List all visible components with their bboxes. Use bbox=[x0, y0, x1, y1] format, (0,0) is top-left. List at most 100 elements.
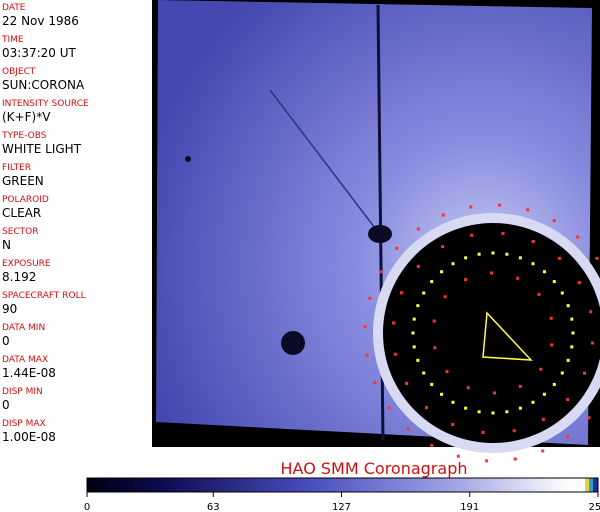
overlay-dot bbox=[501, 231, 505, 235]
overlay-dot bbox=[405, 381, 409, 385]
overlay-dot bbox=[491, 411, 495, 415]
overlay-dot bbox=[430, 443, 434, 447]
overlay-dot bbox=[571, 331, 575, 335]
colorbar-frame bbox=[86, 477, 599, 493]
info-field: TYPE-OBS WHITE LIGHT bbox=[2, 131, 81, 156]
info-field: SPACECRAFT ROLL 90 bbox=[2, 291, 86, 316]
overlay-dot bbox=[541, 449, 545, 453]
colorbar-tick-label: 255 bbox=[588, 502, 600, 512]
field-value: (K+F)*V bbox=[2, 110, 51, 124]
overlay-dot bbox=[424, 406, 428, 410]
overlay-dot bbox=[552, 382, 556, 386]
overlay-dot bbox=[550, 343, 554, 347]
colorbar-tick-label: 127 bbox=[332, 502, 351, 512]
overlay-dot bbox=[451, 400, 455, 404]
field-label: FILTER bbox=[2, 163, 32, 173]
overlay-dots bbox=[363, 203, 599, 463]
overlay-dot bbox=[416, 304, 420, 308]
field-label: TIME bbox=[2, 35, 24, 45]
overlay-dot bbox=[512, 429, 516, 433]
overlay-dot bbox=[542, 270, 546, 274]
colorbar-tick-label: 191 bbox=[460, 502, 479, 512]
field-label: SECTOR bbox=[2, 227, 39, 237]
overlay-dot bbox=[406, 427, 410, 431]
overlay-dot bbox=[513, 457, 517, 461]
overlay-dot bbox=[505, 410, 509, 414]
overlay-dot bbox=[430, 382, 434, 386]
overlay-dot bbox=[576, 235, 580, 239]
overlay-dot bbox=[531, 400, 535, 404]
overlay-dot bbox=[497, 203, 501, 207]
field-label: OBJECT bbox=[2, 67, 36, 77]
overlay-dot bbox=[566, 435, 570, 439]
spot bbox=[368, 225, 392, 243]
spot bbox=[185, 156, 191, 162]
overlay-dot bbox=[365, 353, 369, 357]
spot bbox=[281, 331, 305, 355]
overlay-dot bbox=[560, 291, 564, 295]
overlay-dot bbox=[422, 371, 426, 375]
overlay-dot bbox=[430, 280, 434, 284]
info-field: DATE 22 Nov 1986 bbox=[2, 3, 79, 28]
field-value: 0 bbox=[2, 398, 10, 412]
overlay-dot bbox=[445, 370, 449, 374]
colorbar-end bbox=[589, 478, 593, 492]
overlay-dot bbox=[491, 251, 495, 255]
field-value: 1.00E-08 bbox=[2, 430, 56, 444]
overlay-dot bbox=[412, 345, 416, 349]
overlay-dot bbox=[490, 271, 494, 275]
overlay-dot bbox=[566, 358, 570, 362]
field-value: 8.192 bbox=[2, 270, 37, 284]
overlay-dot bbox=[416, 264, 420, 268]
colorbar bbox=[87, 478, 585, 492]
info-field: DATA MAX 1.44E-08 bbox=[2, 355, 56, 380]
field-value: 0 bbox=[2, 334, 10, 348]
overlay-dot bbox=[566, 398, 570, 402]
overlay-dot bbox=[570, 317, 574, 321]
overlay-dot bbox=[537, 292, 541, 296]
overlay-dot bbox=[481, 431, 485, 435]
overlay-dot bbox=[391, 321, 395, 325]
field-value: WHITE LIGHT bbox=[2, 142, 82, 156]
info-field: POLAROID CLEAR bbox=[2, 195, 49, 220]
overlay-dot bbox=[595, 256, 599, 260]
overlay-dot bbox=[558, 256, 562, 260]
overlay-dot bbox=[587, 416, 591, 420]
overlay-dot bbox=[416, 227, 420, 231]
overlay-dot bbox=[464, 406, 468, 410]
overlay-dot bbox=[411, 331, 415, 335]
overlay-dot bbox=[464, 256, 468, 260]
overlay-dot bbox=[552, 219, 556, 223]
overlay-dot bbox=[589, 310, 593, 314]
field-value: CLEAR bbox=[2, 206, 42, 220]
field-value: 03:37:20 UT bbox=[2, 46, 76, 60]
info-field: DATA MIN 0 bbox=[2, 323, 45, 348]
field-label: INTENSITY SOURCE bbox=[2, 99, 89, 109]
overlay-dot bbox=[464, 278, 468, 282]
overlay-dot bbox=[542, 392, 546, 396]
overlay-dot bbox=[531, 262, 535, 266]
overlay-dot bbox=[368, 296, 372, 300]
overlay-dot bbox=[477, 252, 481, 256]
overlay-dot bbox=[363, 325, 367, 329]
overlay-dot bbox=[518, 406, 522, 410]
overlay-dot bbox=[516, 276, 520, 280]
occulter bbox=[383, 223, 600, 443]
overlay-dot bbox=[387, 406, 391, 410]
overlay-dot bbox=[451, 423, 455, 427]
info-field: INTENSITY SOURCE (K+F)*V bbox=[2, 99, 89, 124]
field-label: DATA MAX bbox=[2, 355, 49, 365]
colorbar-end bbox=[593, 478, 598, 492]
overlay-dot bbox=[456, 454, 460, 458]
field-label: POLAROID bbox=[2, 195, 49, 205]
overlay-dot bbox=[432, 319, 436, 323]
streak bbox=[269, 89, 379, 233]
overlay-dot bbox=[451, 262, 455, 266]
overlay-dot bbox=[560, 371, 564, 375]
info-field: OBJECT SUN:CORONA bbox=[2, 67, 84, 92]
overlay-dot bbox=[485, 459, 489, 463]
overlay-dot bbox=[441, 213, 445, 217]
colorbar-tick-label: 0 bbox=[84, 502, 90, 512]
